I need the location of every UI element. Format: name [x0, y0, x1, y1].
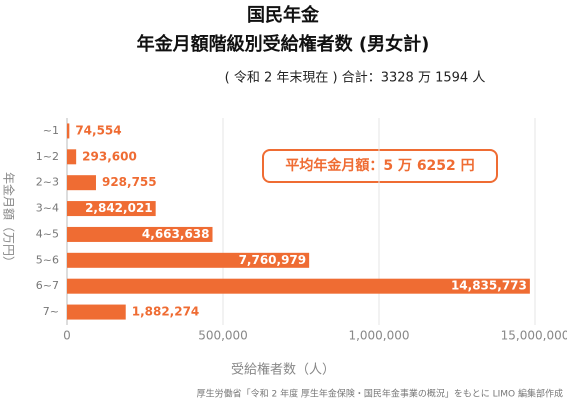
y-axis-label: 年金月額（万円） [2, 172, 17, 268]
annotation-box [262, 149, 498, 183]
data-label: 2,842,021 [85, 201, 153, 215]
bar [67, 149, 77, 165]
y-tick-label: 3~4 [36, 202, 59, 215]
x-tick-label: 500,000 [198, 329, 248, 343]
annotation: 平均年金月額：5 万 6252 円 [285, 157, 474, 174]
x-tick-label: 1,000,000 [348, 329, 409, 343]
chart-subtitle: ( 令和 2 年末現在 ) 合計：3328 万 1594 人 [225, 70, 486, 86]
y-tick-label: 6~7 [36, 279, 59, 292]
chart-title: 国民年金 [247, 4, 320, 26]
bar [67, 278, 530, 294]
data-label: 7,760,979 [239, 253, 307, 267]
data-label: 14,835,773 [451, 279, 527, 293]
y-tick-label: 1~2 [36, 150, 59, 163]
bar [67, 252, 310, 268]
bar [67, 123, 70, 139]
y-tick-label: 4~5 [36, 227, 59, 240]
data-label: 293,600 [82, 149, 137, 163]
source: 厚生労働省「令和 2 年度 厚生年金保険・国民年金事業の概況」をもとに LIMO… [197, 388, 563, 400]
x-axis-label: 受給権者数（人） [231, 362, 335, 378]
bar [67, 226, 213, 242]
x-tick-label: 15,000,000 [501, 329, 567, 343]
data-label: 928,755 [102, 175, 157, 189]
bar [67, 201, 156, 217]
x-tick-label: 0 [63, 329, 71, 343]
y-tick-label: 7~ [43, 305, 59, 318]
y-tick-label: 5~6 [36, 253, 59, 266]
bar [67, 175, 96, 191]
data-label: 4,663,638 [142, 227, 210, 241]
y-tick-label: ~1 [43, 124, 59, 137]
data-label: 74,554 [75, 123, 121, 137]
bar [67, 304, 126, 320]
y-tick-label: 2~3 [36, 176, 59, 189]
chart-title: 年金月額階級別受給権者数 (男女計) [137, 33, 430, 55]
data-label: 1,882,274 [132, 305, 200, 319]
